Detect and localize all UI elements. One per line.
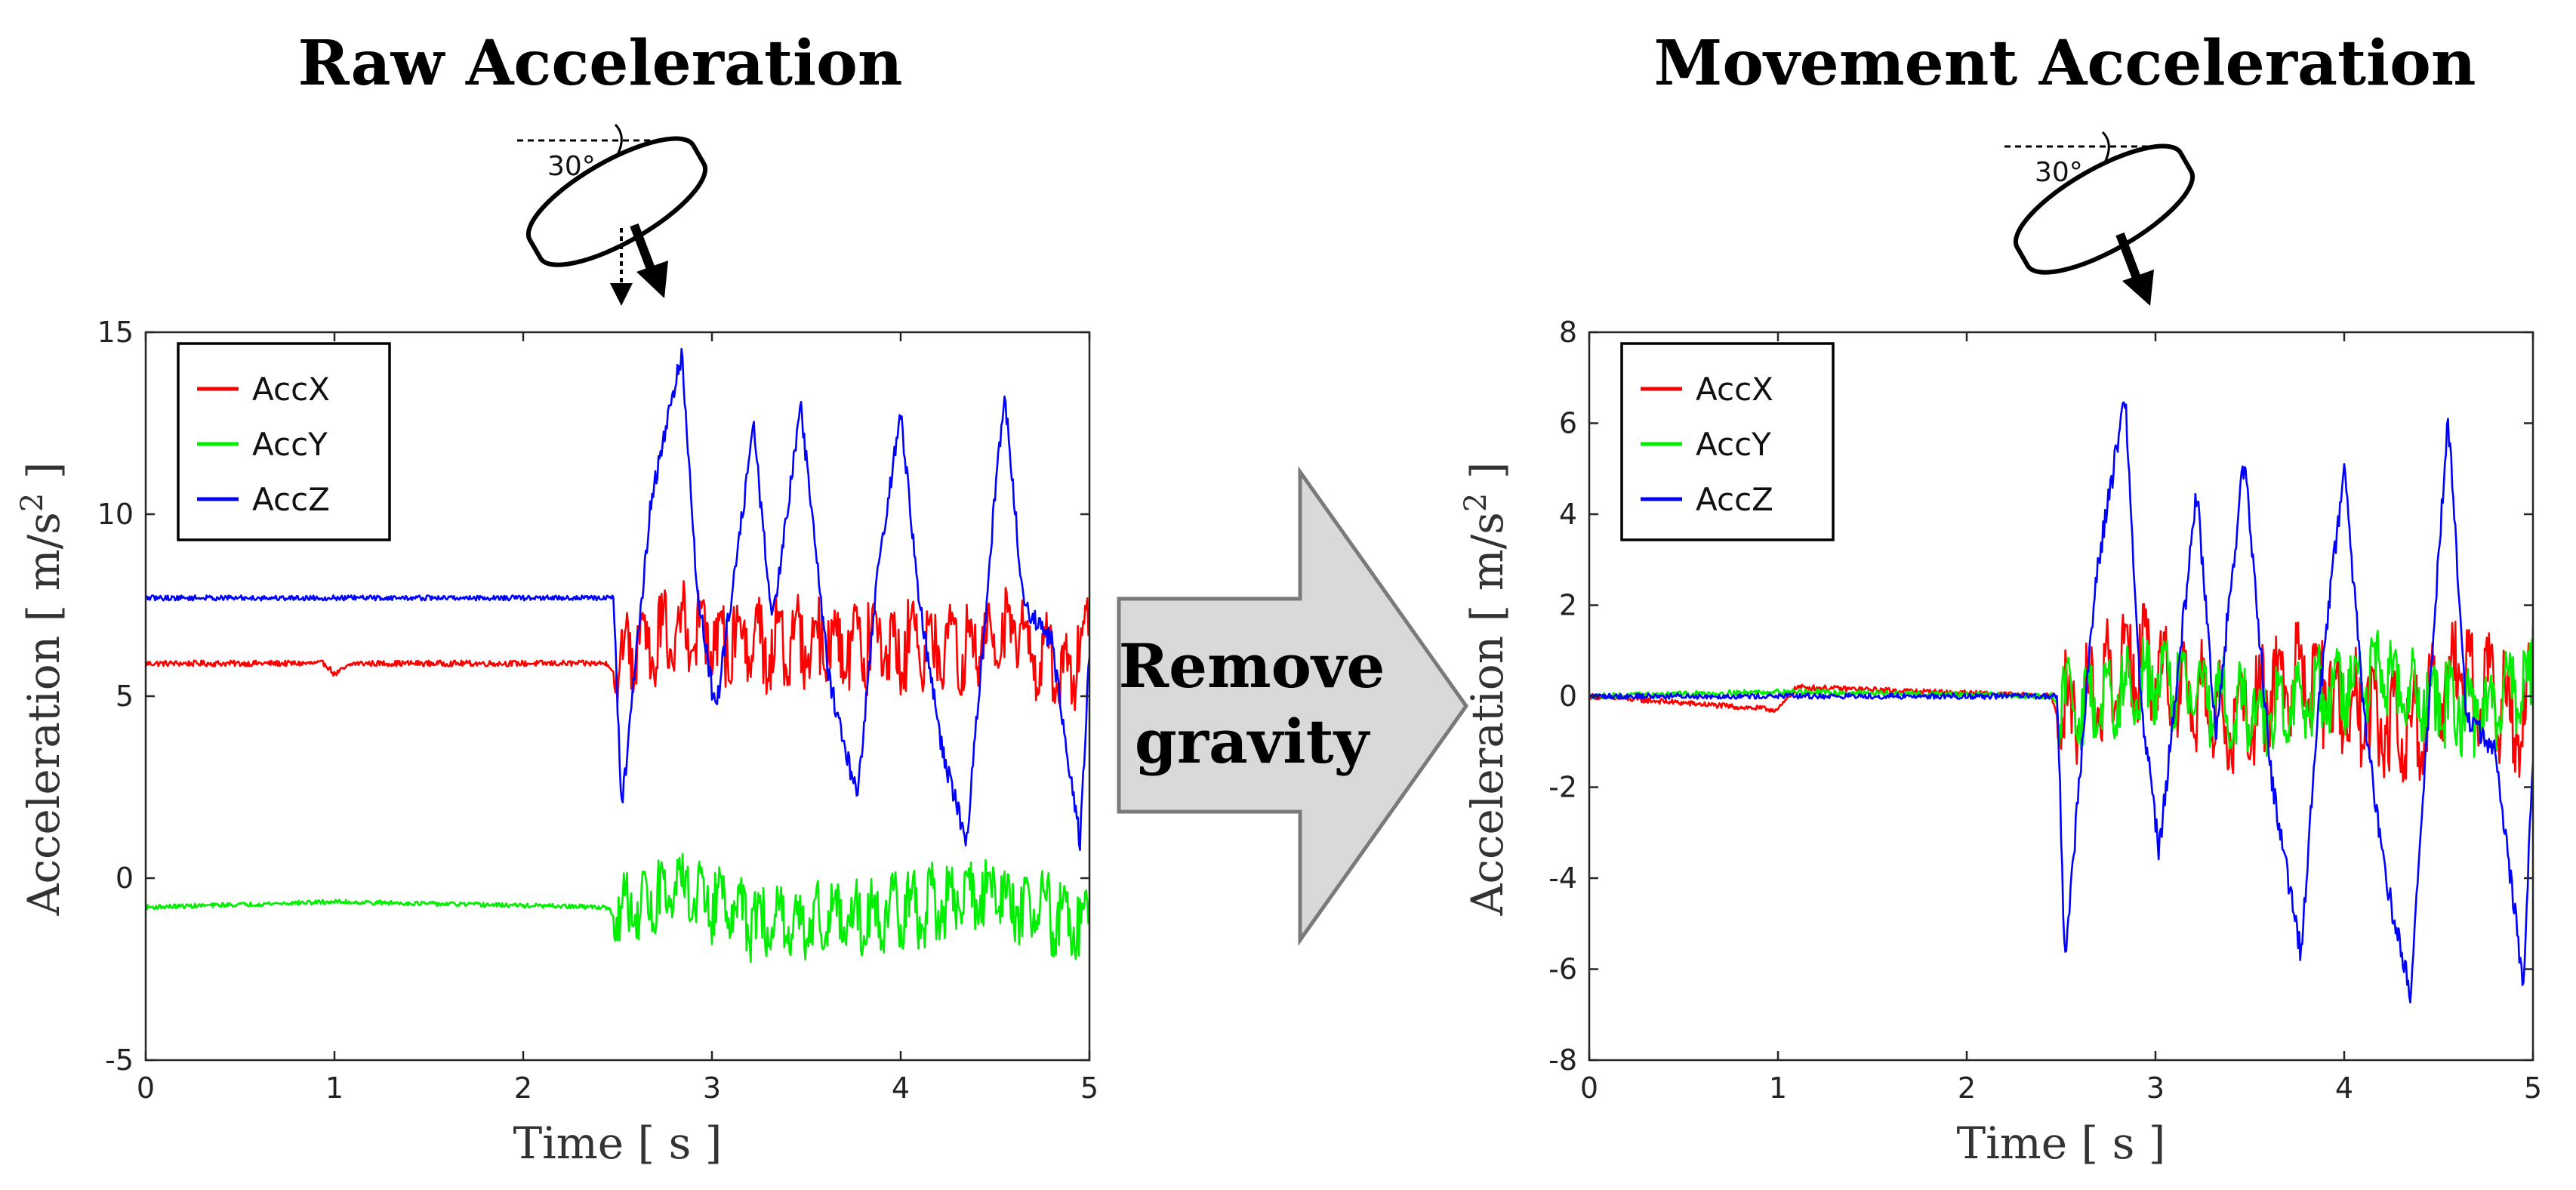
y-tick-label: -5	[105, 1044, 134, 1077]
right-angle-label: 30°	[2035, 157, 2083, 188]
x-tick-label: 1	[325, 1071, 344, 1105]
y-tick-label: 8	[1559, 316, 1577, 349]
x-tick-label: 3	[703, 1071, 721, 1105]
x-tick-label: 0	[137, 1071, 155, 1105]
left-sensor-tilt-icon: 30°	[517, 123, 708, 306]
x-axis-label: Time [ s ]	[513, 1118, 723, 1169]
series-lines	[1589, 401, 2533, 1003]
x-tick-label: 3	[2146, 1071, 2165, 1105]
x-tick-label: 4	[892, 1071, 910, 1105]
y-tick-label: 15	[97, 316, 134, 349]
x-tick-label: 2	[514, 1071, 532, 1105]
x-tick-label: 5	[2524, 1071, 2542, 1105]
y-tick-label: 6	[1559, 407, 1577, 440]
legend-label-accz: AccZ	[1696, 481, 1773, 518]
left-angle-label: 30°	[547, 151, 596, 182]
left-chart-title: Raw Acceleration	[298, 27, 903, 100]
gravity-label: gravity	[1135, 706, 1371, 777]
legend-label-accy: AccY	[1696, 426, 1771, 463]
y-tick-label: 10	[97, 498, 134, 531]
series-line-accy	[146, 852, 1089, 963]
x-tick-label: 2	[1958, 1071, 1976, 1105]
right-sensor-tilt-icon: 30°	[2004, 131, 2195, 306]
legend-label-accx: AccX	[252, 371, 330, 408]
y-tick-label: -6	[1548, 953, 1577, 986]
x-tick-label: 5	[1080, 1071, 1098, 1105]
x-tick-label: 4	[2335, 1071, 2353, 1105]
remove-gravity-arrow: Remove gravity	[1117, 466, 1469, 946]
x-tick-label: 1	[1769, 1071, 1787, 1105]
y-tick-label: -8	[1548, 1044, 1577, 1077]
y-axis-label: Acceleration [ m/s2 ]	[15, 462, 69, 917]
series-lines	[146, 347, 1089, 963]
y-tick-label: 5	[116, 680, 134, 713]
y-tick-label: -2	[1548, 771, 1577, 804]
y-tick-label: -4	[1548, 862, 1577, 895]
series-line-accz	[1589, 401, 2533, 1003]
movement-acceleration-chart: 0 1 2 3 4 5 -8 -6 -4 -2 0 2 4 6 8 Time [ s ] Acceleratio…	[1459, 316, 2542, 1169]
remove-label: Remove	[1119, 630, 1385, 701]
x-tick-label: 0	[1580, 1071, 1598, 1105]
legend-box	[177, 342, 391, 541]
series-line-accy	[1589, 630, 2533, 758]
legend-label-accx: AccX	[1696, 371, 1773, 408]
y-tick-label: 0	[1559, 680, 1577, 713]
y-axis-label: Acceleration [ m/s2 ]	[1459, 462, 1513, 917]
x-axis-label: Time [ s ]	[1957, 1118, 2166, 1169]
right-chart-title: Movement Acceleration	[1654, 27, 2476, 100]
y-tick-label: 2	[1559, 589, 1577, 622]
legend-label-accy: AccY	[252, 426, 328, 463]
legend-box	[1620, 342, 1835, 541]
legend-label-accz: AccZ	[252, 481, 330, 518]
y-tick-label: 0	[116, 862, 134, 895]
y-tick-label: 4	[1559, 498, 1577, 531]
series-line-accz	[146, 347, 1089, 851]
